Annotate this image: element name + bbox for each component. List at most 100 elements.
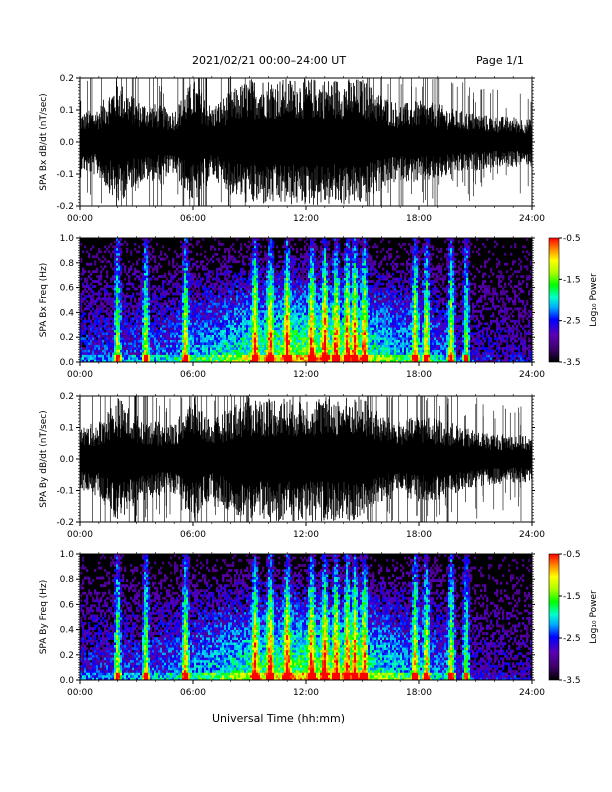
spectrogram-cell <box>132 309 135 313</box>
spectrogram-cell <box>126 282 129 286</box>
spectrogram-cell <box>208 319 211 323</box>
spectrogram-cell <box>310 255 313 259</box>
spectrogram-cell <box>304 334 307 338</box>
spectrogram-cell <box>272 359 275 363</box>
spectrogram-cell <box>142 329 145 333</box>
spectrogram-cell <box>144 257 147 261</box>
spectrogram-cell <box>254 359 257 363</box>
spectrogram-cell <box>192 277 195 281</box>
spectrogram-cell <box>302 302 305 306</box>
spectrogram-cell <box>144 280 147 283</box>
spectrogram-cell <box>178 349 181 353</box>
spectrogram-cell <box>144 242 147 246</box>
spectrogram-cell <box>176 352 179 355</box>
spectrogram-cell <box>304 297 307 301</box>
spectrogram-cell <box>228 317 231 321</box>
spectrogram-cell <box>130 334 133 338</box>
spectrogram-cell <box>270 329 273 333</box>
spectrogram-cell <box>182 247 185 251</box>
spectrogram-cell <box>300 297 303 301</box>
spectrogram-cell <box>236 327 239 331</box>
spectrogram-cell <box>188 290 191 293</box>
spectrogram-cell <box>222 280 225 283</box>
spectrogram-cell <box>92 307 95 311</box>
spectrogram-cell <box>224 300 227 303</box>
spectrogram-cell <box>214 277 217 281</box>
spectrogram-cell <box>166 334 169 338</box>
spectrogram-cell <box>204 292 207 296</box>
spectrogram-cell <box>142 344 145 348</box>
spectrogram-cell <box>258 238 261 241</box>
spectrogram-cell <box>146 332 149 336</box>
spectrogram-cell <box>88 270 91 274</box>
spectrogram-cell <box>300 332 303 336</box>
spectrogram-cell <box>136 250 139 254</box>
spectrogram-cell <box>306 255 309 259</box>
spectrogram-cell <box>252 270 255 274</box>
spectrogram-cell <box>86 349 89 353</box>
spectrogram-cell <box>212 347 215 350</box>
spectrogram-cell <box>116 317 119 321</box>
spectrogram-cell <box>314 262 317 266</box>
spectrogram-cell <box>276 282 279 286</box>
spectrogram-cell <box>196 295 199 298</box>
spectrogram-cell <box>156 297 159 301</box>
spectrogram-cell <box>250 347 253 350</box>
spectrogram-cell <box>318 297 321 301</box>
spectrogram-cell <box>194 329 197 333</box>
spectrogram-cell <box>170 272 173 276</box>
spectrogram-cell <box>262 267 265 271</box>
spectrogram-cell <box>284 307 287 311</box>
spectrogram-cell <box>288 324 291 328</box>
spectrogram-cell <box>316 287 319 291</box>
spectrogram-cell <box>306 339 309 343</box>
spectrogram-cell <box>294 322 297 326</box>
spectrogram-cell <box>172 285 175 288</box>
spectrogram-cell <box>266 319 269 323</box>
spectrogram-cell <box>208 357 211 360</box>
spectrogram-cell <box>120 337 123 340</box>
spectrogram-cell <box>172 312 175 316</box>
spectrogram-cell <box>236 359 239 363</box>
spectrogram-cell <box>220 324 223 328</box>
spectrogram-cell <box>308 352 311 355</box>
spectrogram-cell <box>184 238 187 241</box>
spectrogram-cell <box>202 352 205 355</box>
spectrogram-cell <box>146 290 149 293</box>
spectrogram-cell <box>194 282 197 286</box>
spectrogram-cell <box>218 344 221 348</box>
spectrogram-cell <box>224 270 227 274</box>
spectrogram-cell <box>146 252 149 256</box>
spectrogram-cell <box>300 359 303 363</box>
spectrogram-cell <box>276 339 279 343</box>
spectrogram-cell <box>150 317 153 321</box>
spectrogram-cell <box>230 342 233 345</box>
spectrogram-cell <box>316 312 319 316</box>
spectrogram-cell <box>204 295 207 298</box>
spectrogram-cell <box>188 334 191 338</box>
spectrogram-cell <box>136 262 139 266</box>
spectrogram-cell <box>150 334 153 338</box>
spectrogram-cell <box>254 260 257 264</box>
spectrogram-cell <box>268 277 271 281</box>
spectrogram-cell <box>292 359 295 363</box>
spectrogram-cell <box>194 342 197 345</box>
spectrogram-cell <box>238 347 241 350</box>
spectrogram-cell <box>176 309 179 313</box>
spectrogram-cell <box>318 344 321 348</box>
spectrogram-cell <box>188 300 191 303</box>
spectrogram-cell <box>110 262 113 266</box>
spectrogram-cell <box>224 295 227 298</box>
spectrogram-cell <box>232 327 235 331</box>
spectrogram-cell <box>142 297 145 301</box>
spectrogram-cell <box>206 359 209 363</box>
spectrogram-cell <box>162 349 165 353</box>
spectrogram-cell <box>114 302 117 306</box>
spectrogram-cell <box>214 252 217 256</box>
spectrogram-cell <box>198 280 201 283</box>
spectrogram-cell <box>272 250 275 254</box>
spectrogram-cell <box>192 290 195 293</box>
spectrogram-cell <box>324 270 327 274</box>
spectrogram-cell <box>116 280 119 283</box>
spectrogram-cell <box>218 300 221 303</box>
